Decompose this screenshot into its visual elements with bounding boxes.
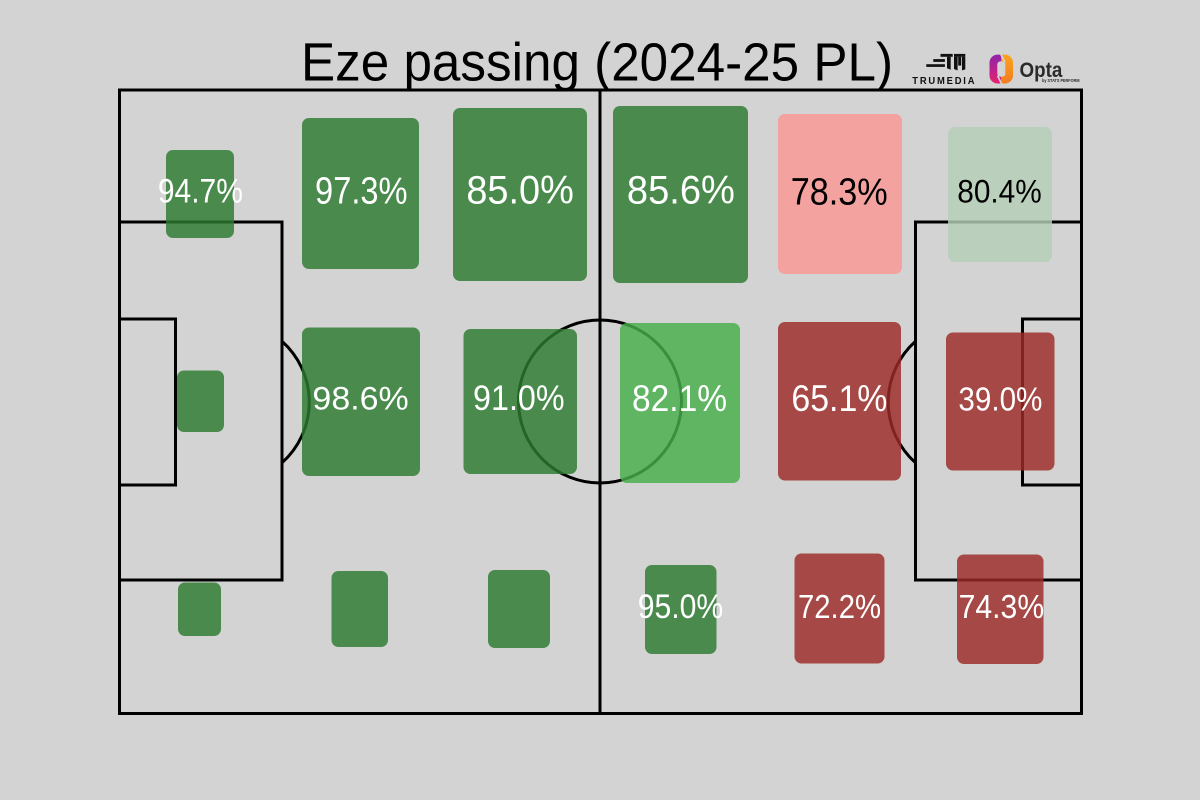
svg-text:by STATS PERFORM: by STATS PERFORM: [1042, 78, 1080, 83]
svg-text:39.0%: 39.0%: [958, 382, 1042, 419]
svg-text:85.6%: 85.6%: [627, 168, 735, 213]
svg-text:85.0%: 85.0%: [466, 168, 574, 213]
svg-text:TRUMEDIA: TRUMEDIA: [912, 76, 976, 87]
svg-text:94.7%: 94.7%: [158, 173, 243, 211]
svg-text:95.0%: 95.0%: [638, 588, 724, 626]
svg-text:82.1%: 82.1%: [632, 378, 727, 419]
svg-text:98.6%: 98.6%: [312, 381, 408, 417]
svg-text:Eze passing (2024-25 PL): Eze passing (2024-25 PL): [301, 32, 893, 92]
svg-text:72.2%: 72.2%: [798, 589, 881, 626]
svg-text:97.3%: 97.3%: [315, 171, 408, 213]
svg-text:91.0%: 91.0%: [473, 379, 565, 418]
svg-text:Opta: Opta: [1020, 58, 1064, 82]
svg-text:80.4%: 80.4%: [957, 174, 1042, 210]
svg-text:78.3%: 78.3%: [791, 171, 888, 213]
svg-text:74.3%: 74.3%: [959, 589, 1045, 626]
svg-text:65.1%: 65.1%: [791, 377, 887, 419]
